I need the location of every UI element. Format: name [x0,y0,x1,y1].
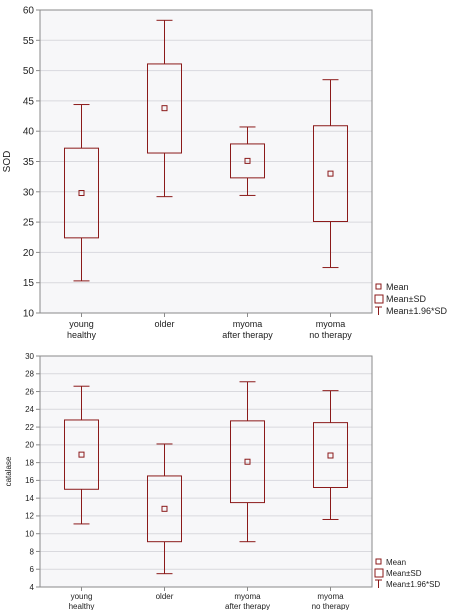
sd-box [147,475,182,543]
x-tick-label: older [156,592,174,601]
mean-marker [161,505,168,512]
y-tick-label: 10 [25,529,34,538]
sd-box [313,125,348,222]
plot-area [40,356,372,587]
y-tick-label: 14 [25,494,34,503]
legend-mean-label: Mean [386,558,406,567]
x-tick-label: young [69,319,94,329]
legend-sd-label: Mean±SD [386,294,426,304]
x-tick-label: healthy [67,330,97,340]
chart-panel-2: 4 6 8 10 12 14 16 18 20 22 24 26 28 30 catalase younghe… [4,352,440,611]
x-tick-label: after therapy [222,330,273,340]
x-tick-label: myoma [316,319,346,329]
y-tick-label: 8 [30,547,35,556]
sd-box [313,422,348,488]
legend-sd-symbol [374,294,384,304]
mean-marker [78,190,85,197]
y-tick-label: 20 [23,248,35,259]
y-tick-label: 12 [25,512,34,521]
y-tick-label: 30 [25,352,34,361]
sd-box [64,419,99,490]
y-tick-label: 26 [25,387,34,396]
x-tick-label: after therapy [225,602,270,610]
y-tick-label: 18 [25,458,34,467]
sd-box [230,143,265,179]
sd-box [147,63,182,154]
x-tick-label: myoma [317,592,344,601]
category-group: older [147,443,182,601]
plot-frame [39,9,373,314]
y-tick-label: 35 [23,157,35,168]
x-tick-label: young [71,592,93,601]
x-tick-label: myoma [233,319,263,329]
y-tick-label: 45 [23,96,35,107]
y-tick-label: 10 [23,309,35,320]
y-tick-label: 16 [25,476,34,485]
plot-frame [39,355,373,588]
mean-marker [327,170,334,177]
sd-box [64,147,99,239]
x-tick-label: no therapy [309,330,352,340]
mean-marker [244,458,251,465]
y-tick-label: 30 [23,187,35,198]
sd-box [230,420,265,504]
y-tick-label: 6 [30,565,35,574]
y-axis-label: SOD [2,151,13,173]
legend-mean-symbol [375,558,382,565]
y-tick-label: 22 [25,423,34,432]
x-tick-label: myoma [234,592,261,601]
legend-ci-label: Mean±1.96*SD [386,580,440,589]
legend-mean-symbol [375,283,382,290]
y-axis-label: catalase [4,456,13,486]
y-tick-label: 24 [25,405,34,414]
legend-sd-symbol [374,568,384,578]
y-tick-label: 25 [23,218,35,229]
mean-marker [244,157,251,164]
x-tick-label: healthy [69,602,95,610]
y-tick-label: 15 [23,278,35,289]
mean-marker [161,105,168,112]
y-tick-label: 28 [25,370,34,379]
x-tick-label: no therapy [312,602,350,610]
legend: Mean Mean±SD Mean±1.96*SD [374,558,440,589]
mean-marker [78,451,85,458]
legend-mean-label: Mean [386,282,409,292]
legend-sd-label: Mean±SD [386,569,422,578]
y-tick-label: 4 [30,583,35,592]
x-tick-label: older [154,319,174,329]
y-tick-label: 40 [23,127,35,138]
y-tick-label: 20 [25,441,34,450]
y-tick-label: 60 [23,6,35,17]
legend-ci-label: Mean±1.96*SD [386,306,447,316]
y-tick-label: 50 [23,66,35,77]
category-group: older [147,19,182,329]
legend: Mean Mean±SD Mean±1.96*SD [374,282,447,316]
y-tick-label: 55 [23,36,35,47]
mean-marker [327,452,334,459]
